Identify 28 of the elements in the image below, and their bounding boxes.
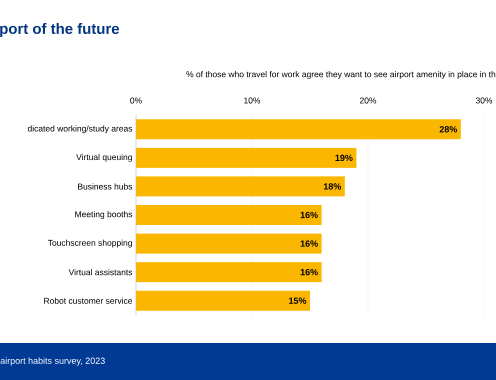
bar [136,176,345,196]
data-label: 18% [324,183,342,190]
x-tick-label: 0% [130,98,142,104]
y-tick-label: Business hubs [78,183,132,190]
bar [136,119,461,140]
y-tick-label: dicated working/study areas [28,125,132,134]
data-label: 28% [440,126,458,132]
y-tick-label: Robot customer service [44,298,132,304]
x-tick-label: 20% [360,98,376,104]
data-label: 16% [300,268,318,276]
bar [136,205,322,226]
chart-title: port of the future [0,23,120,37]
x-axis-title: % of those who travel for work agree they want to see airport amenity in place in th [186,71,496,79]
data-label: 15% [289,298,306,304]
bar [136,290,310,311]
bar [136,234,322,254]
x-tick-label: 30% [476,98,492,104]
y-tick-label: Virtual assistants [68,269,132,276]
data-label: 16% [300,240,318,247]
x-tick-label: 10% [244,98,260,104]
bar [136,148,356,168]
y-tick-label: Meeting booths [75,211,132,219]
text: airport habits survey, 2023 [0,357,105,366]
y-tick-label: Virtual queuing [76,154,132,162]
bar [136,262,322,282]
y-tick-label: Touchscreen shopping [48,240,132,248]
data-label: 19% [335,154,353,162]
data-label: 16% [300,212,318,218]
